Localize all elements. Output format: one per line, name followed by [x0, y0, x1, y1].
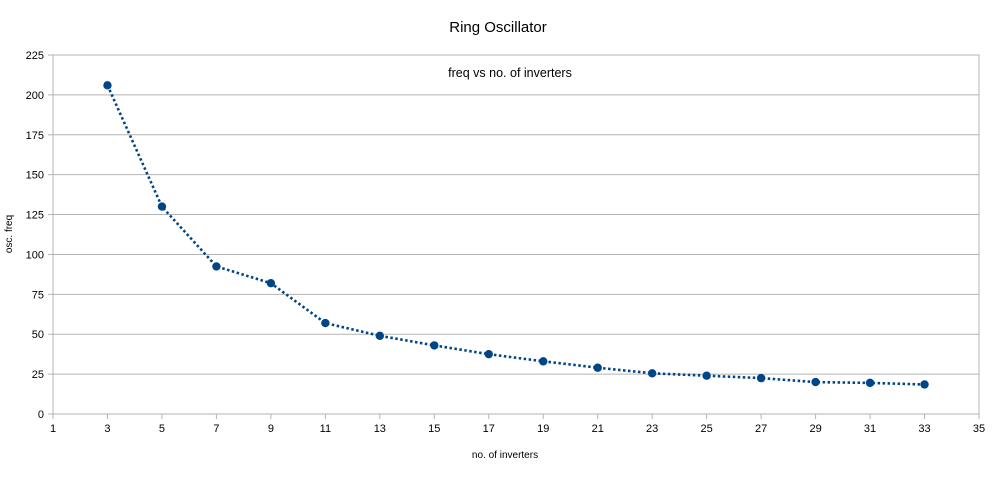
data-point — [484, 349, 493, 359]
data-point — [702, 371, 711, 380]
gridlines — [53, 54, 979, 415]
data-point — [865, 378, 875, 388]
data-point — [266, 278, 276, 288]
x-tick-label: 23 — [646, 423, 658, 435]
data-point — [103, 81, 112, 90]
y-tick-label: 225 — [26, 50, 44, 62]
series-line — [106, 84, 925, 386]
x-tick-label: 9 — [268, 423, 274, 435]
chart-subtitle: freq vs no. of inverters — [448, 66, 572, 80]
x-tick-label: 1 — [50, 423, 56, 435]
data-point — [756, 373, 766, 383]
x-tick-label: 29 — [809, 423, 821, 435]
y-tick-label: 25 — [32, 369, 44, 381]
x-tick-label: 15 — [428, 423, 440, 435]
x-tick-label: 13 — [374, 423, 386, 435]
data-point — [321, 318, 330, 328]
data-point — [811, 377, 820, 387]
y-tick-label: 75 — [32, 289, 44, 301]
x-tick-label: 3 — [104, 423, 110, 435]
x-tick-label: 5 — [159, 423, 165, 435]
data-point — [539, 357, 548, 366]
data-point — [647, 369, 657, 378]
data-point — [157, 202, 167, 211]
x-tick-label: 25 — [701, 423, 713, 435]
x-tick-label: 27 — [755, 423, 767, 435]
x-tick-label: 11 — [320, 423, 331, 435]
data-point — [920, 380, 929, 389]
y-tick-label: 175 — [26, 130, 44, 142]
axes — [48, 54, 980, 419]
y-tick-label: 100 — [26, 249, 44, 261]
x-tick-label: 35 — [973, 423, 985, 435]
y-tick-label: 200 — [26, 90, 44, 102]
y-tick-label: 50 — [32, 329, 44, 341]
data-point — [212, 262, 221, 271]
y-axis-title: osc. freq — [4, 215, 15, 253]
x-tick-label: 33 — [918, 423, 930, 435]
x-tick-label: 17 — [483, 423, 495, 435]
x-tick-label: 19 — [537, 423, 549, 435]
x-tick-label: 31 — [864, 423, 876, 435]
y-tick-label: 125 — [26, 210, 44, 222]
data-point — [430, 341, 439, 350]
data-point — [375, 331, 385, 341]
series — [103, 81, 929, 389]
x-axis-title: no. of inverters — [472, 450, 538, 461]
x-tick-label: 21 — [592, 423, 604, 435]
y-tick-label: 150 — [26, 170, 44, 182]
plot-area-frame — [52, 54, 980, 415]
x-tick-label: 7 — [213, 423, 219, 435]
chart-title: Ring Oscillator — [449, 19, 547, 36]
y-tick-label: 0 — [38, 409, 44, 421]
data-point — [593, 363, 602, 372]
